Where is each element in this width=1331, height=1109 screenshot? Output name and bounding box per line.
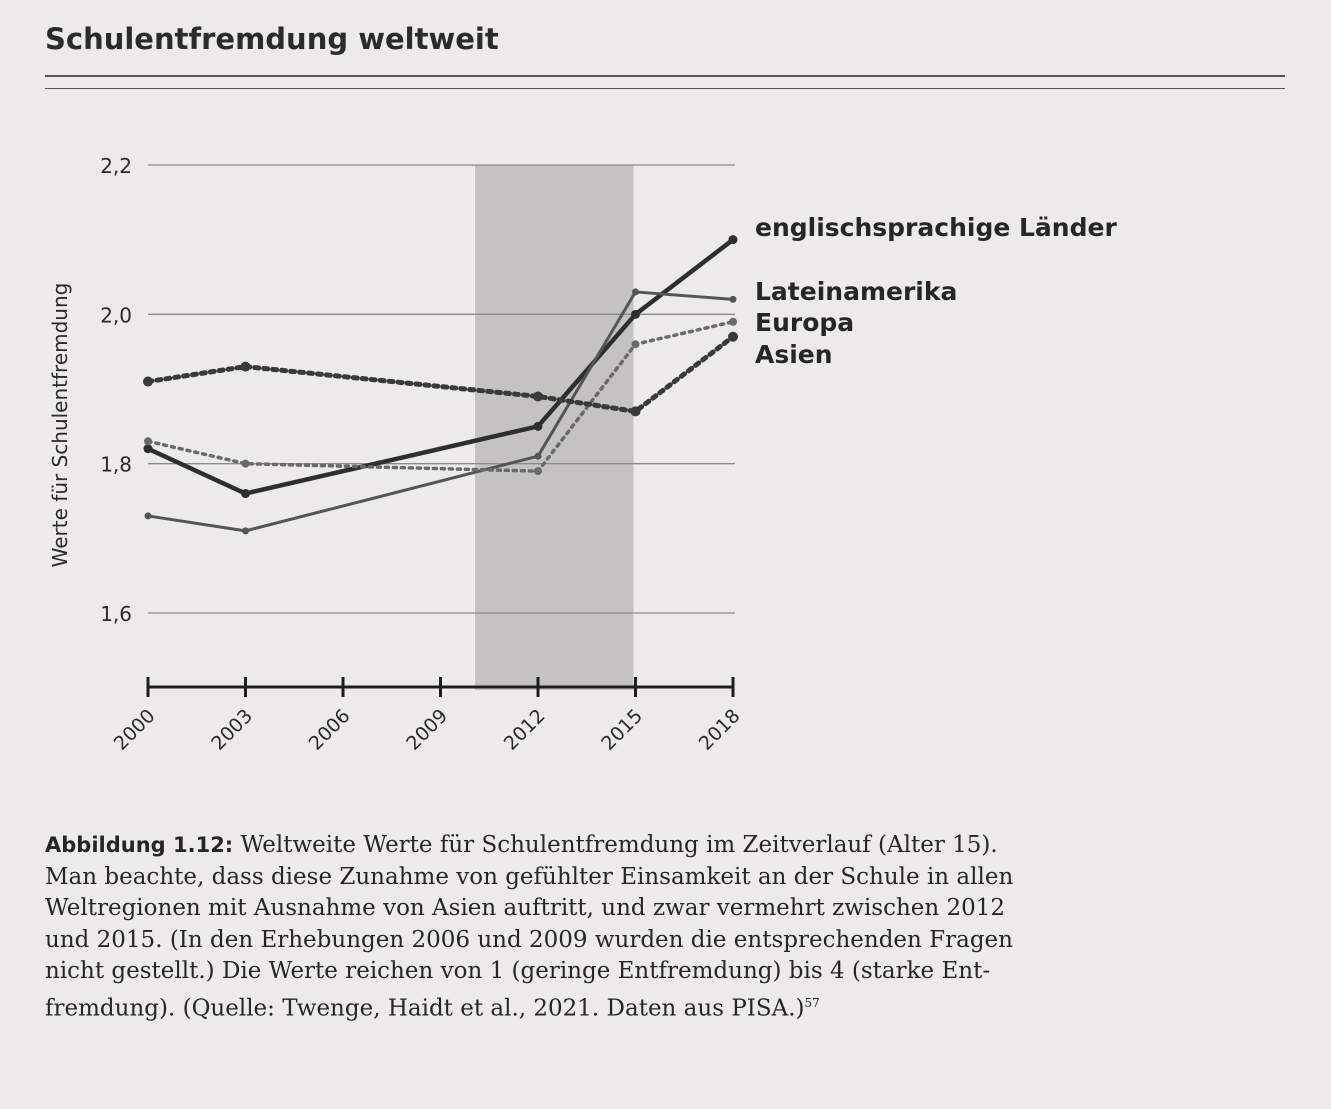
data-point [728, 235, 738, 245]
data-point [143, 444, 153, 454]
data-point [241, 459, 250, 468]
caption-line: fremdung). (Quelle: Twenge, Haidt et al.… [45, 995, 805, 1022]
x-tick-label: 2009 [402, 705, 452, 755]
title-rule-top [45, 75, 1285, 77]
data-point [242, 527, 249, 535]
data-point [240, 361, 251, 372]
caption-line: Weltregionen mit Ausnahme von Asien auft… [45, 895, 1006, 921]
caption-line: nicht gestellt.) Die Werte reichen von 1… [45, 958, 991, 984]
x-tick-label: 2003 [207, 705, 257, 755]
caption-line: Weltweite Werte für Schulentfremdung im … [233, 832, 998, 858]
line-chart: 1,6 1,8 2,0 2,2 Werte für Schulentfremdung 20… [48, 154, 1117, 755]
data-point [534, 467, 542, 476]
data-point [533, 421, 543, 431]
series-line [147, 290, 734, 533]
y-tick-label: 1,6 [100, 602, 132, 626]
data-point [533, 391, 543, 402]
data-point [729, 317, 737, 326]
x-tick-label: 2012 [500, 705, 550, 755]
data-point [632, 288, 639, 296]
data-point [143, 376, 153, 387]
x-tick-label: 2000 [110, 705, 160, 755]
x-tick-label: 2018 [695, 705, 745, 755]
footnote-marker: 57 [804, 995, 820, 1010]
data-point [631, 340, 640, 349]
y-axis-label: Werte für Schulentfremdung [48, 283, 72, 568]
y-tick-label: 1,8 [100, 453, 132, 477]
caption-line: und 2015. (In den Erhebungen 2006 und 20… [45, 926, 1013, 953]
data-point [534, 452, 542, 460]
figure-caption: Abbildung 1.12: Weltweite Werte für Schu… [45, 830, 1315, 1025]
data-point [144, 437, 152, 446]
caption-label: Abbildung 1.12: [45, 833, 234, 857]
data-point [144, 512, 152, 520]
x-tick-label: 2015 [597, 705, 647, 755]
y-tick-label: 2,2 [100, 154, 132, 178]
series-label: Europa [755, 308, 854, 337]
data-point [728, 331, 738, 342]
data-point [729, 295, 737, 303]
page-title: Schulentfremdung weltweit [45, 22, 499, 56]
data-point [630, 406, 641, 417]
title-rule-bottom [45, 88, 1285, 89]
series-label: englischsprachige Länder [755, 213, 1117, 242]
caption-line: Man beachte, dass diese Zunahme von gefü… [45, 863, 1014, 890]
x-tick-label: 2006 [305, 705, 355, 755]
y-tick-label: 2,0 [100, 303, 132, 327]
series-label: Lateinamerika [755, 277, 957, 306]
data-point [241, 489, 250, 499]
series-line [145, 334, 736, 414]
series-label: Asien [755, 340, 833, 369]
data-point [631, 309, 640, 319]
